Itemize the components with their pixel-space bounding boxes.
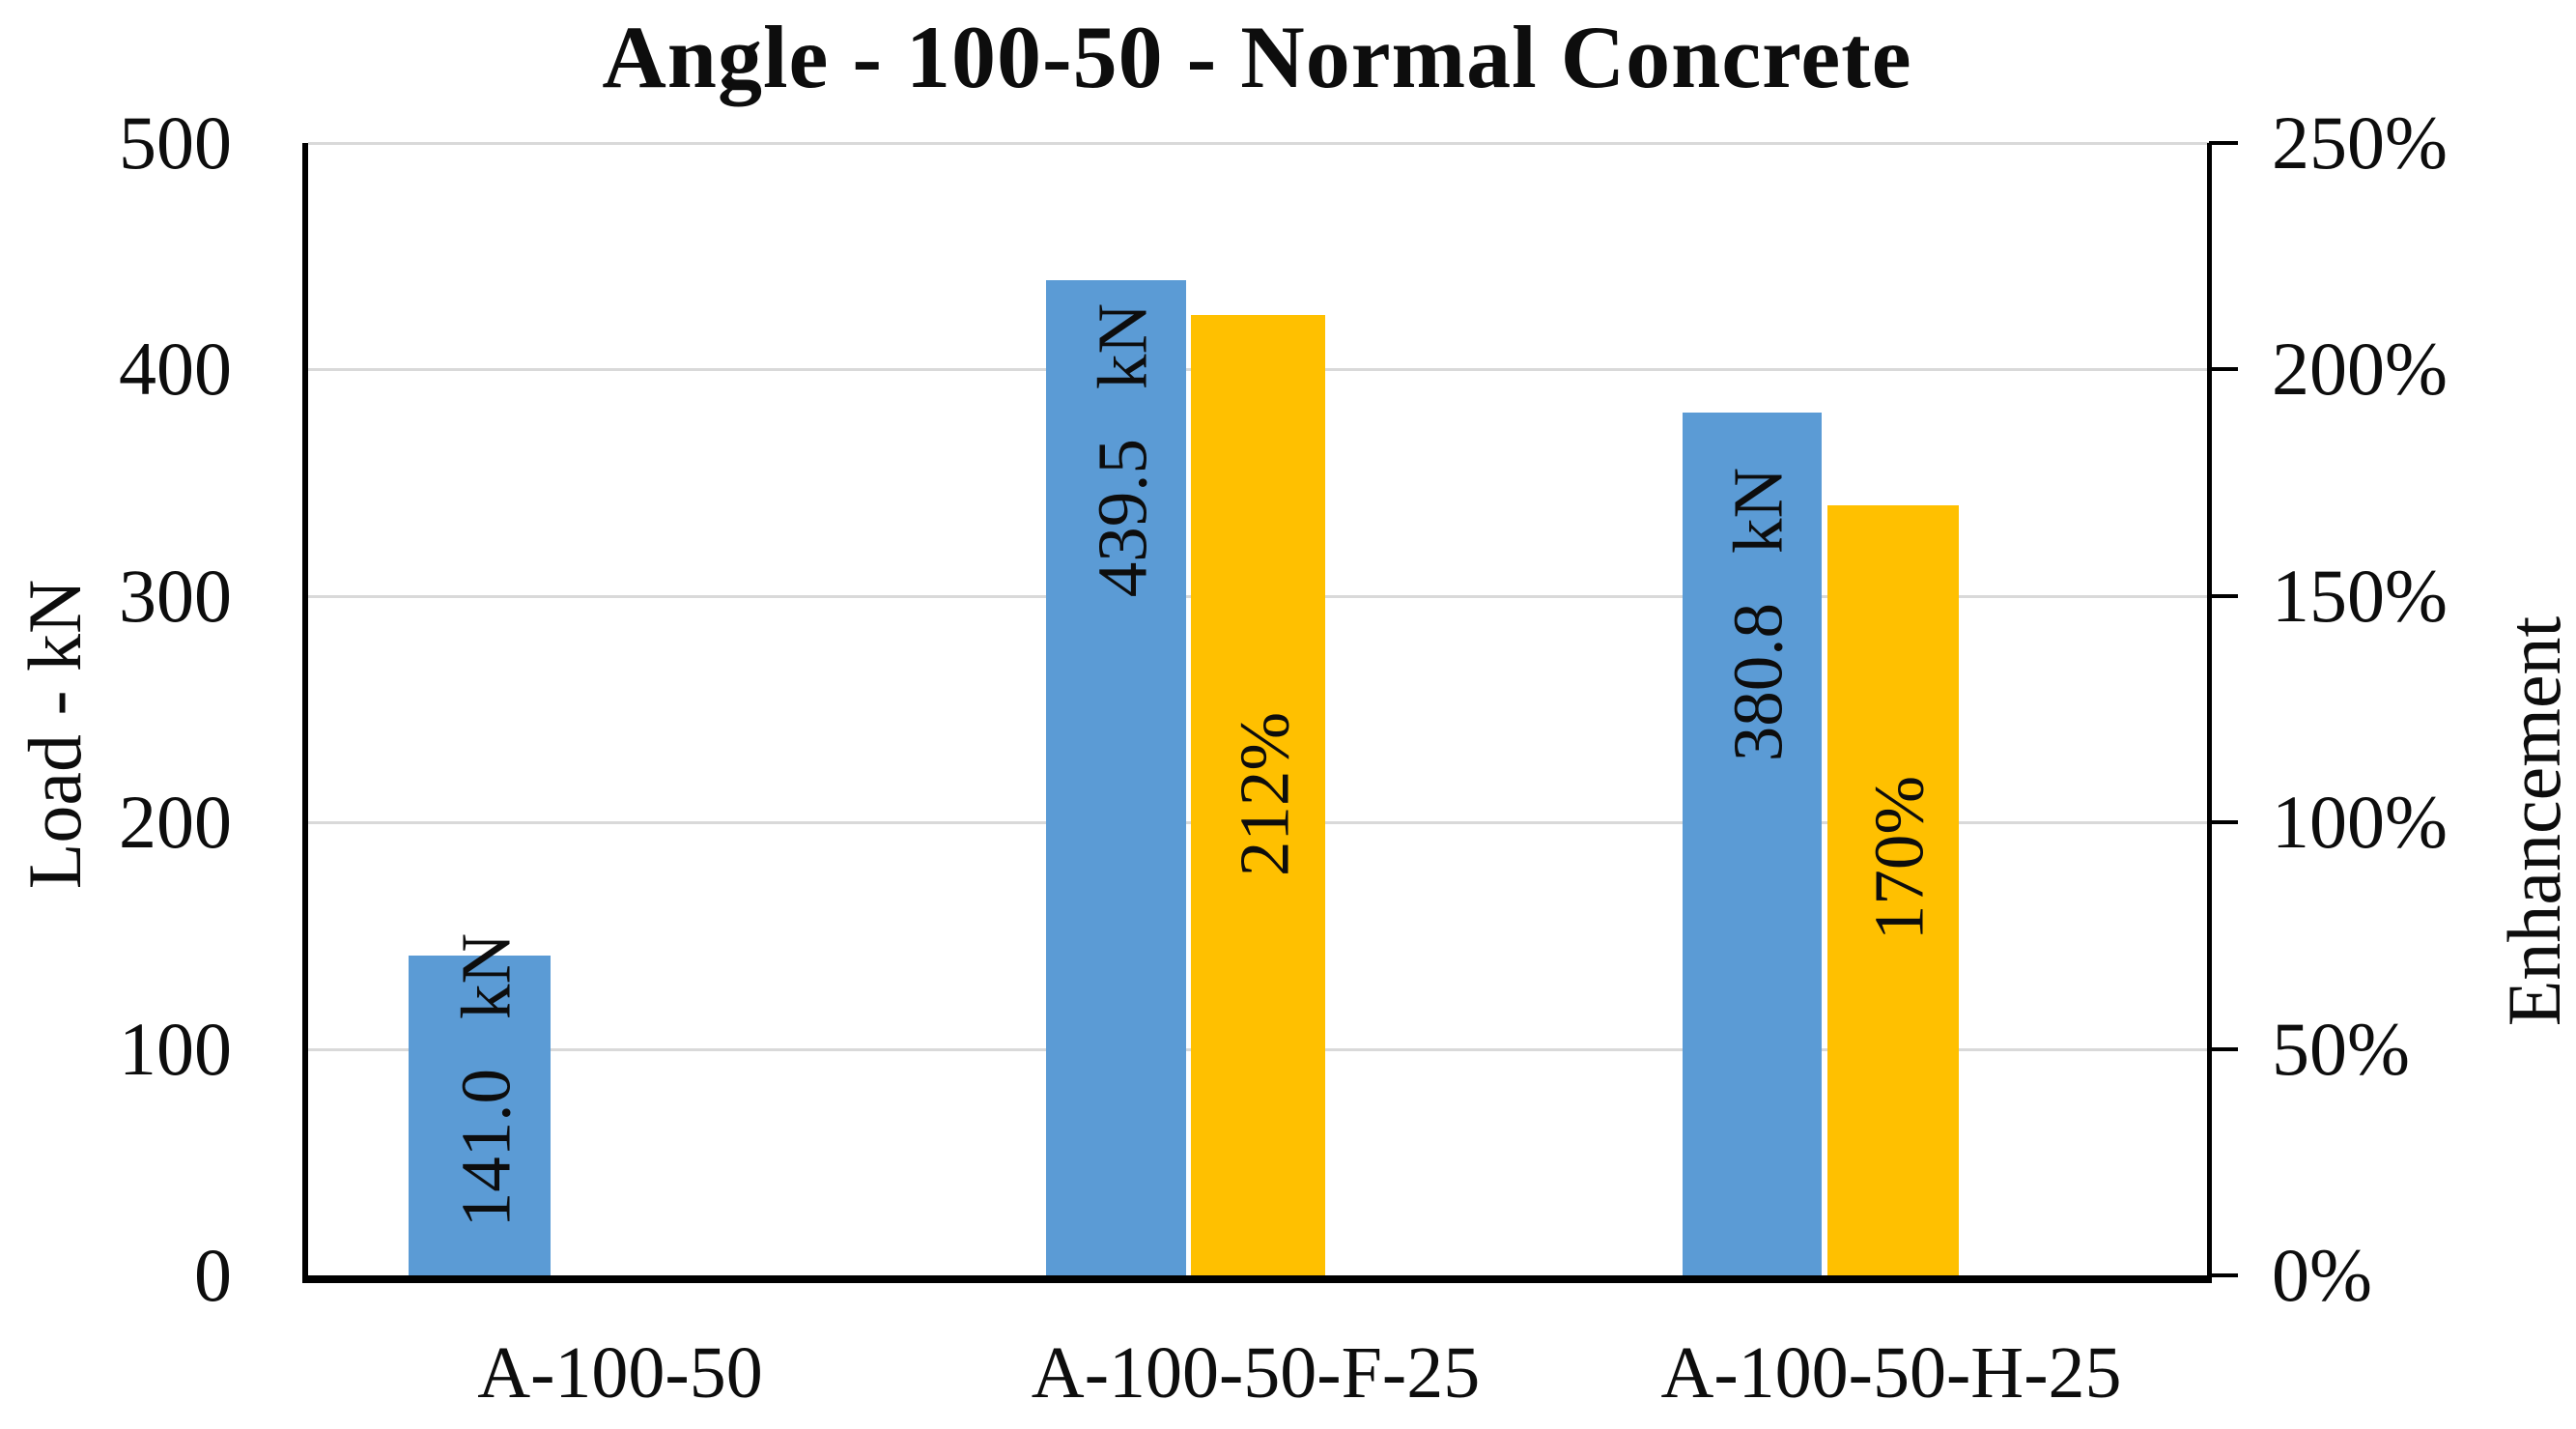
load-bar: [1683, 413, 1822, 1275]
right-axis-tick-label: 100%: [2272, 780, 2448, 865]
bar-data-label: 141.0 kN: [446, 932, 524, 1228]
right-axis-tick-label: 200%: [2272, 327, 2448, 412]
right-axis-tick-mark: [2209, 820, 2238, 825]
category-label: A-100-50: [477, 1332, 763, 1414]
left-axis-spine: [302, 143, 308, 1283]
load-bar: [409, 956, 551, 1275]
chart-title: Angle - 100-50 - Normal Concrete: [602, 8, 1912, 106]
right-axis-tick-mark: [2209, 1046, 2238, 1051]
bar-data-label: 439.5 kN: [1083, 302, 1161, 598]
left-axis-tick-label: 500: [119, 100, 232, 185]
right-axis-tick-mark: [2209, 593, 2238, 598]
load-bar: [1046, 279, 1186, 1275]
right-axis-title: Enhancement: [2492, 615, 2576, 1027]
right-axis-tick-mark: [2209, 1273, 2238, 1277]
right-axis-tick-mark: [2209, 141, 2238, 145]
bar-data-label: 380.8 kN: [1718, 467, 1798, 762]
bar-data-label: 212%: [1225, 711, 1303, 877]
left-axis-tick-label: 300: [119, 553, 232, 638]
right-axis-tick-label: 0%: [2272, 1233, 2372, 1317]
right-axis-tick-label: 150%: [2272, 553, 2448, 638]
enhancement-bar: [1827, 505, 1959, 1275]
right-axis-tick-mark: [2209, 367, 2238, 372]
right-axis-tick-label: 50%: [2272, 1006, 2410, 1091]
enhancement-bar: [1191, 315, 1325, 1275]
bottom-axis-spine: [302, 1275, 2212, 1283]
left-axis-tick-label: 200: [119, 780, 232, 865]
left-axis-tick-label: 400: [119, 327, 232, 412]
category-label: A-100-50-F-25: [1031, 1332, 1481, 1414]
category-label: A-100-50-H-25: [1660, 1332, 2122, 1414]
left-axis-tick-label: 0: [194, 1233, 232, 1317]
right-axis-tick-label: 250%: [2272, 100, 2448, 185]
bar-data-label: 170%: [1859, 775, 1939, 941]
right-axis-spine: [2207, 143, 2212, 1283]
left-axis-tick-label: 100: [119, 1006, 232, 1091]
gridline: [308, 142, 2209, 145]
